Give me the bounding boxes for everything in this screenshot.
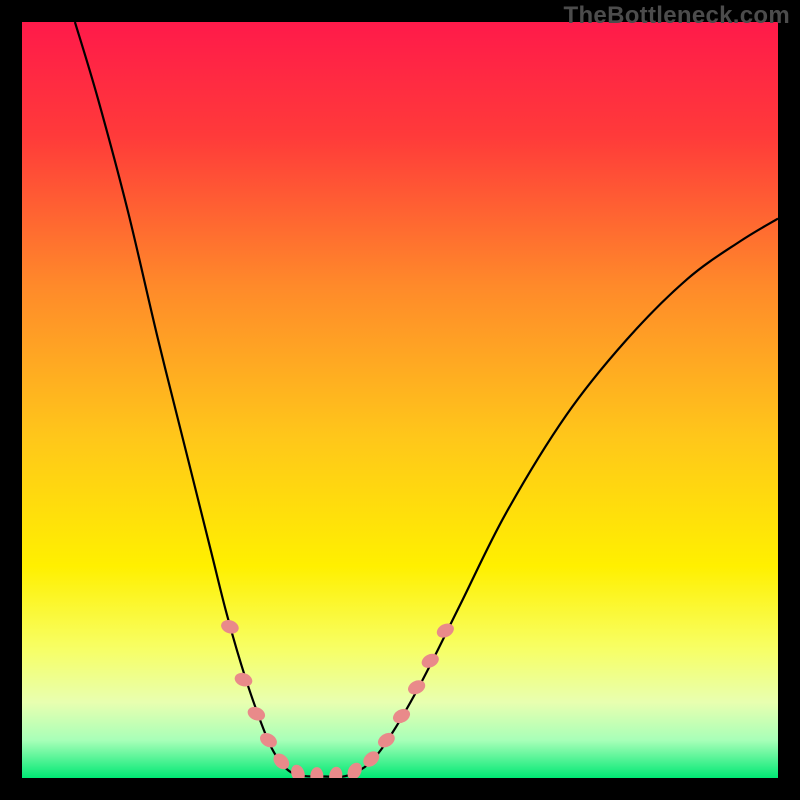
watermark-text: TheBottleneck.com	[564, 2, 790, 30]
plot-area	[22, 22, 778, 778]
chart-svg	[22, 22, 778, 778]
gradient-background	[22, 22, 778, 778]
